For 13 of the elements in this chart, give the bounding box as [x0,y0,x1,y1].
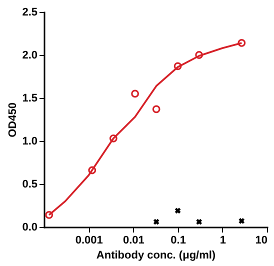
x-axis-title: Antibody conc. (μg/ml) [96,250,216,262]
y-tick-label: 1.0 [22,136,38,148]
y-axis-title: OD450 [7,102,20,138]
x-tick-label: 10 [255,234,268,246]
y-tick-label: 2.0 [22,50,38,62]
y-tick-label: 1.5 [22,92,38,104]
y-tick-label: 0.0 [22,222,38,234]
x-tick-label: 0.001 [75,234,103,246]
x-tick-label: 1 [220,234,226,246]
y-tick-label: 2.5 [22,6,38,18]
x-tick-label: 0.01 [122,234,144,246]
y-tick-label: 0.5 [22,178,38,190]
x-tick-label: 0.1 [170,234,186,246]
